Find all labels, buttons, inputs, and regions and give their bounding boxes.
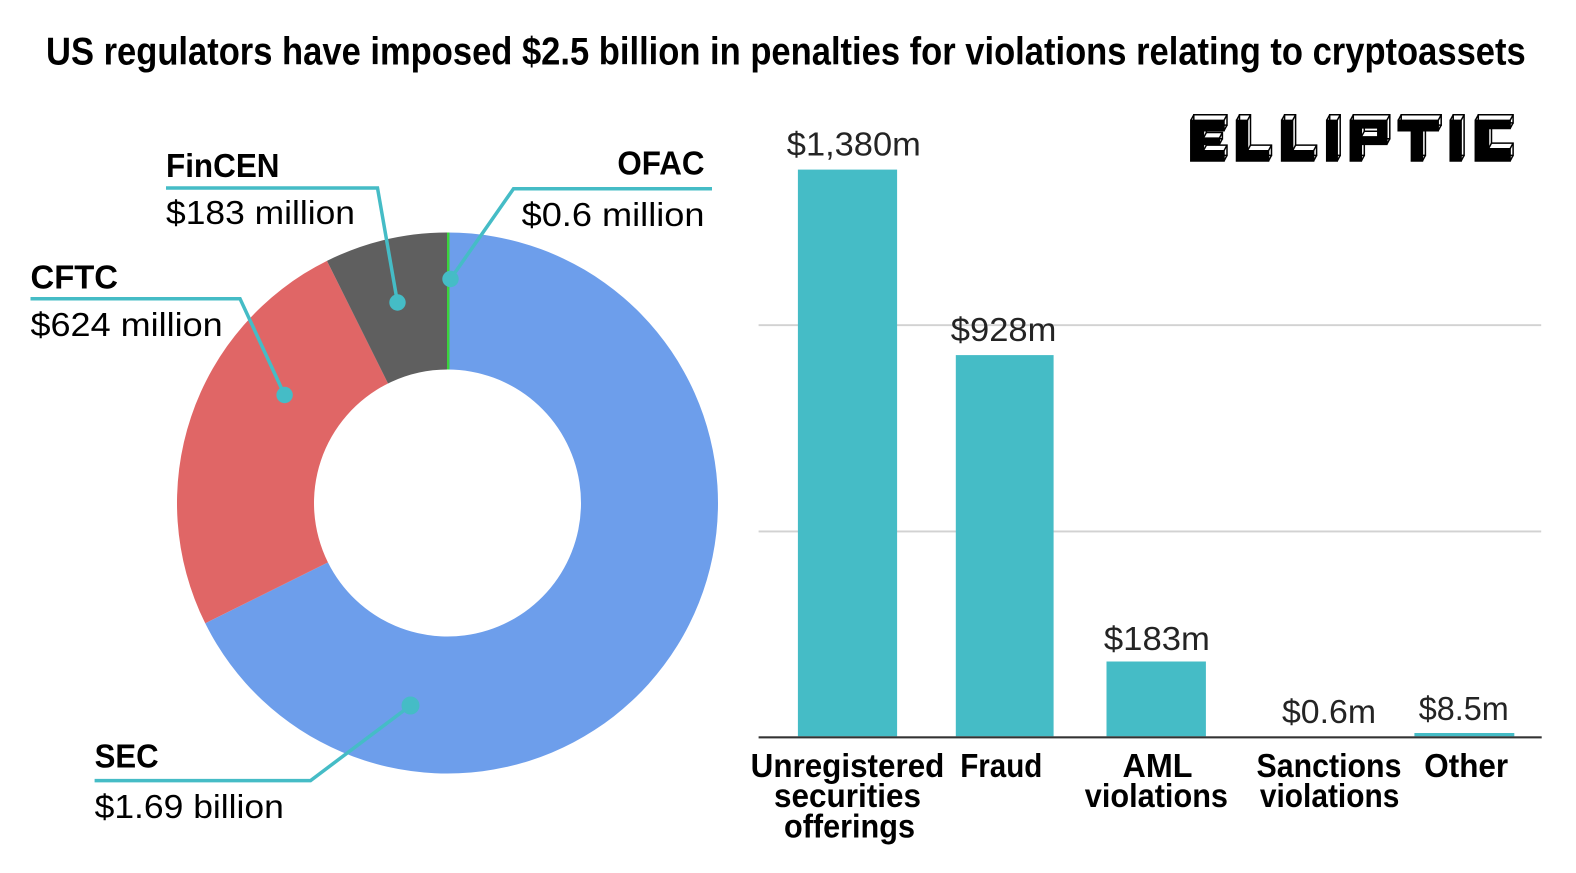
svg-text:$0.6 million: $0.6 million [522,197,705,234]
svg-text:$1.69 billion: $1.69 billion [95,789,284,826]
svg-text:Other: Other [1424,747,1508,784]
svg-text:$1,380m: $1,380m [787,127,921,164]
svg-text:$183m: $183m [1104,621,1210,658]
svg-text:$8.5m: $8.5m [1419,691,1509,728]
svg-text:FinCEN: FinCEN [166,147,280,184]
svg-text:SEC: SEC [95,737,159,774]
svg-text:$0.6m: $0.6m [1282,694,1376,731]
svg-text:violations: violations [1260,777,1400,814]
svg-text:AML: AML [1123,747,1193,784]
svg-text:Sanctions: Sanctions [1257,747,1402,784]
svg-text:$183 million: $183 million [166,195,355,232]
svg-text:OFAC: OFAC [617,145,704,182]
svg-text:$624 million: $624 million [31,307,223,344]
svg-text:offerings: offerings [784,807,915,844]
svg-text:Fraud: Fraud [960,747,1042,784]
svg-text:Unregistered: Unregistered [751,747,945,784]
svg-text:US regulators have imposed $2.: US regulators have imposed $2.5 billion … [46,31,1526,74]
svg-text:$928m: $928m [951,312,1057,349]
svg-text:securities: securities [774,777,921,814]
svg-text:violations: violations [1085,777,1228,814]
svg-text:CFTC: CFTC [31,258,119,295]
